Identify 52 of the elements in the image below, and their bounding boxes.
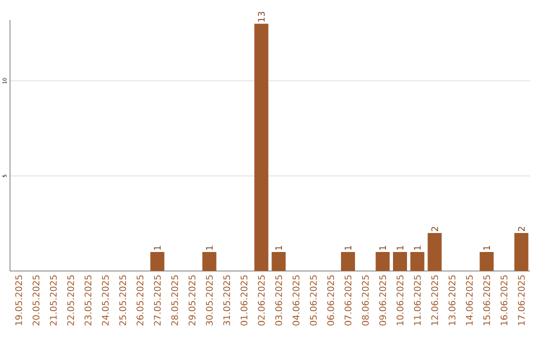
bar <box>272 252 286 271</box>
x-tick-label: 08.06.2025 <box>362 275 369 326</box>
bar <box>480 252 494 271</box>
x-tick-label: 12.06.2025 <box>431 275 438 326</box>
x-tick-label: 06.06.2025 <box>327 275 334 326</box>
bar <box>150 252 164 271</box>
bar <box>514 232 528 271</box>
data-label: 2 <box>431 226 438 232</box>
data-label: 1 <box>206 246 213 250</box>
x-tick-label: 20.05.2025 <box>32 275 40 326</box>
x-tick-label: 24.05.2025 <box>102 275 109 326</box>
x-tick-label: 02.06.2025 <box>258 275 265 326</box>
x-tick-label: 04.06.2025 <box>292 275 300 326</box>
x-tick-label: 27.05.2025 <box>154 275 161 326</box>
data-label: 1 <box>414 246 421 250</box>
bar <box>393 252 407 271</box>
x-tick-label: 28.05.2025 <box>171 275 178 326</box>
x-tick-label: 09.06.2025 <box>379 275 386 326</box>
x-tick-label: 10.06.2025 <box>396 275 404 326</box>
bar <box>341 252 356 271</box>
x-tick-label: 17.06.2025 <box>518 275 525 326</box>
bar <box>410 252 424 271</box>
x-tick-label: 26.05.2025 <box>136 275 144 326</box>
bar <box>254 24 268 271</box>
x-tick-label: 14.06.2025 <box>466 275 473 326</box>
x-tick-label: 05.06.2025 <box>310 275 317 326</box>
data-label: 13 <box>258 12 265 22</box>
x-tick-label: 16.06.2025 <box>500 275 508 326</box>
x-tick-label: 30.05.2025 <box>206 275 213 326</box>
x-tick-label: 23.05.2025 <box>84 275 92 326</box>
x-tick-label: 22.05.2025 <box>67 275 74 326</box>
x-tick-label: 07.06.2025 <box>344 275 352 326</box>
x-tick-label: 03.06.2025 <box>275 275 282 326</box>
bar <box>202 252 216 271</box>
x-tick-label: 13.06.2025 <box>448 275 456 326</box>
x-tick-label: 15.06.2025 <box>483 275 490 326</box>
bar <box>376 252 390 271</box>
data-label: 1 <box>154 246 161 250</box>
data-label: 1 <box>483 246 490 250</box>
x-tick-label: 31.05.2025 <box>223 275 230 326</box>
data-label: 1 <box>344 246 352 250</box>
bar <box>428 232 442 271</box>
x-tick-label: 19.05.2025 <box>15 275 22 326</box>
data-label: 1 <box>396 246 404 250</box>
data-label: 1 <box>379 246 386 250</box>
x-tick-label: 11.06.2025 <box>414 275 421 326</box>
x-tick-label: 21.05.2025 <box>50 275 57 326</box>
data-label: 2 <box>518 226 525 232</box>
x-tick-label: 01.06.2025 <box>240 275 248 326</box>
x-tick-label: 25.05.2025 <box>119 275 126 326</box>
data-label: 1 <box>275 246 282 250</box>
x-tick-label: 29.05.2025 <box>188 275 196 326</box>
